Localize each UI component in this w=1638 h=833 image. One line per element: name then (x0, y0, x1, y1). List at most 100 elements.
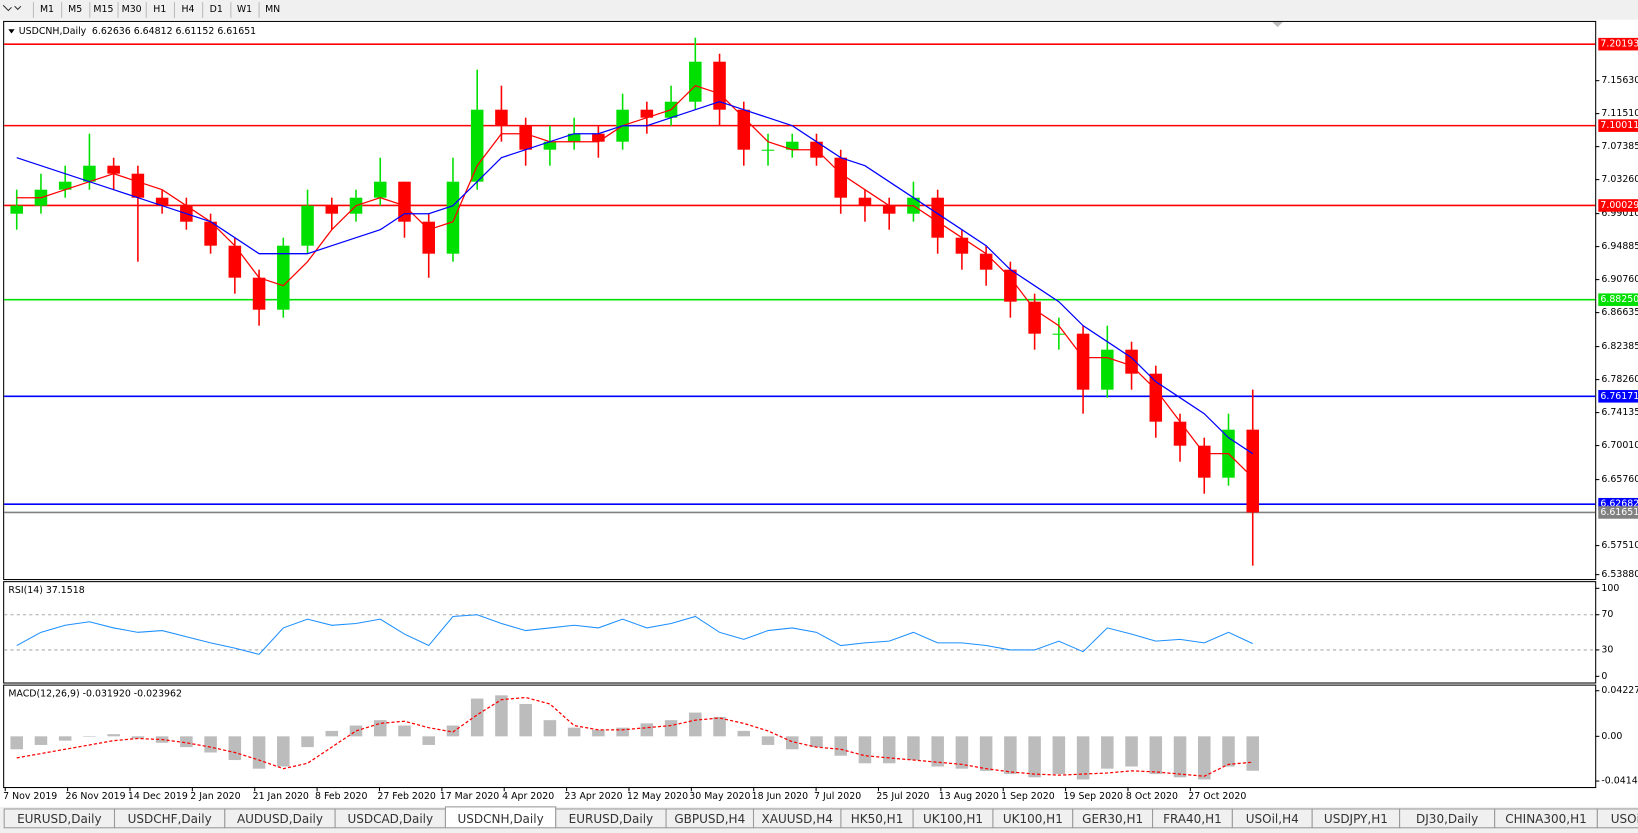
y-tick-label: 6.74135 (1601, 407, 1638, 418)
tab-label[interactable]: XAUUSD,H4 (762, 812, 833, 826)
macd-bar (325, 730, 339, 737)
tab-label[interactable]: EURUSD,Daily (17, 812, 102, 826)
candle-body (422, 221, 435, 254)
level-label-bg (1598, 506, 1638, 519)
tab-label[interactable]: USOil,H4 (1246, 812, 1299, 826)
candle-body (155, 197, 169, 206)
macd-bar (1149, 736, 1163, 775)
y-tick-label: 6.94885 (1601, 241, 1638, 252)
candle-body (1101, 349, 1114, 390)
rsi-line (16, 614, 1253, 655)
candle-body (228, 245, 242, 278)
macd-bar (470, 698, 484, 737)
y-tick-label: 7.11510 (1601, 108, 1638, 119)
level-label: 6.88250 (1600, 294, 1638, 305)
macd-bar (858, 736, 872, 764)
macd-bar (640, 723, 654, 737)
macd-bar (955, 736, 969, 769)
macd-bar (58, 736, 72, 741)
tab-label[interactable]: GER30,H1 (1082, 812, 1143, 826)
timeframe-button[interactable]: M30 (122, 4, 142, 15)
tab-label[interactable]: FRA40,H1 (1163, 812, 1222, 826)
timeframe-button[interactable]: M15 (93, 4, 113, 15)
tab-label[interactable]: UK100,H1 (923, 812, 983, 826)
macd-bar (1052, 736, 1066, 775)
tab-label[interactable]: USOil,H1 (1611, 812, 1638, 826)
tab-label[interactable]: USDCHF,Daily (128, 812, 212, 826)
level-label: 6.61651 (1600, 507, 1638, 518)
candle-body (785, 141, 799, 150)
macd-bar (1246, 736, 1260, 771)
y-tick-label: 6.53880 (1601, 569, 1638, 580)
tab-label[interactable]: AUDUSD,Daily (237, 812, 323, 826)
timeframe-button[interactable]: H1 (153, 4, 166, 15)
macd-tick-label: -0.04148 (1601, 776, 1638, 787)
x-tick-label: 18 Jun 2020 (752, 791, 809, 802)
tab-label[interactable]: EURUSD,Daily (569, 812, 654, 826)
macd-bar (349, 725, 363, 737)
macd-bar (34, 736, 48, 745)
y-tick-label: 6.78260 (1601, 374, 1638, 385)
y-tick-label: 6.90760 (1601, 274, 1638, 285)
x-tick-label: 7 Jul 2020 (814, 791, 861, 802)
moving-average (16, 84, 1254, 479)
macd-bar (1028, 736, 1041, 778)
tab-label[interactable]: UK100,H1 (1003, 812, 1063, 826)
macd-bar (737, 730, 751, 737)
macd-bar (10, 736, 23, 750)
candle-body (713, 61, 726, 110)
timeframe-button[interactable]: M5 (68, 4, 82, 15)
timeframe-button[interactable]: M1 (40, 4, 54, 15)
timeframe-button[interactable]: D1 (210, 4, 223, 15)
level-label: 6.62682 (1600, 499, 1638, 510)
candle-body (204, 221, 217, 246)
x-tick-label: 27 Oct 2020 (1188, 791, 1246, 802)
timeframe-button[interactable]: H4 (182, 4, 195, 15)
x-tick-label: 7 Nov 2019 (3, 791, 57, 802)
tab-label[interactable]: CHINA300,H1 (1505, 812, 1586, 826)
tab-label[interactable]: USDCNH,Daily (458, 812, 544, 826)
x-tick-label: 26 Nov 2019 (66, 791, 126, 802)
candle-body (277, 245, 290, 310)
macd-bar (882, 736, 896, 764)
y-tick-label: 7.15630 (1601, 75, 1638, 86)
x-tick-label: 25 Jul 2020 (876, 791, 929, 802)
candle-body (979, 253, 993, 270)
toolbar-icon[interactable] (2, 4, 22, 12)
candle-body (640, 109, 654, 118)
candle-body (567, 133, 581, 142)
macd-bar (519, 703, 532, 737)
tab[interactable] (1596, 808, 1638, 829)
timeframe-button[interactable]: W1 (237, 4, 252, 15)
tab-label[interactable]: GBPUSD,H4 (674, 812, 745, 826)
timeframe-button[interactable]: MN (265, 4, 280, 15)
candle-body (882, 205, 896, 214)
toolbar (0, 0, 1638, 20)
x-tick-label: 1 Sep 2020 (1001, 791, 1055, 802)
macd-bar (373, 720, 387, 737)
macd-bar (543, 720, 557, 737)
candle-body (10, 205, 23, 214)
x-tick-label: 2 Jan 2020 (190, 791, 240, 802)
macd-bar (907, 736, 920, 761)
candle-body (107, 165, 120, 174)
tab-label[interactable]: HK50,H1 (851, 812, 904, 826)
macd-bar (785, 736, 799, 750)
macd-tick-label: 0.042275 (1601, 685, 1638, 696)
candle-body (1246, 429, 1260, 513)
tab-label[interactable]: DJ30,Daily (1416, 812, 1478, 826)
tab-label[interactable]: USDJPY,H1 (1324, 812, 1388, 826)
macd-bar (131, 736, 145, 739)
x-tick-label: 27 Feb 2020 (377, 791, 435, 802)
x-tick-label: 30 May 2020 (689, 791, 750, 802)
level-label: 7.10011 (1600, 120, 1638, 131)
candle-body (737, 109, 751, 150)
tab-label[interactable]: USDCAD,Daily (347, 812, 433, 826)
rsi-title: RSI(14) 37.1518 (8, 585, 84, 596)
macd-bar (810, 736, 823, 748)
macd-tick-label: 0.00 (1601, 731, 1622, 742)
candle-body (689, 61, 702, 102)
candle-body (543, 141, 557, 150)
symbol-menu[interactable] (8, 29, 15, 34)
